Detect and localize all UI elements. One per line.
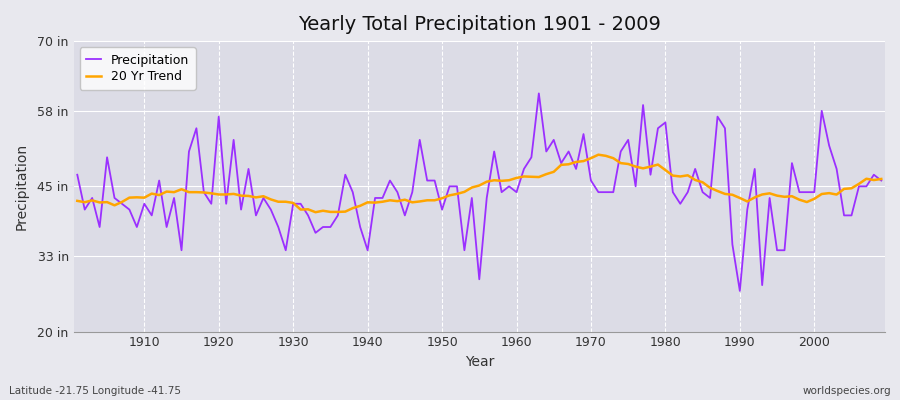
Legend: Precipitation, 20 Yr Trend: Precipitation, 20 Yr Trend [80,47,195,90]
Precipitation [511,190,522,194]
Precipitation [734,288,745,293]
Text: worldspecies.org: worldspecies.org [803,386,891,396]
Precipitation [534,91,544,96]
Y-axis label: Precipitation: Precipitation [15,143,29,230]
20 Yr Trend [295,207,306,212]
Precipitation [608,190,618,194]
Line: 20 Yr Trend: 20 Yr Trend [77,155,881,212]
20 Yr Trend [593,152,604,157]
X-axis label: Year: Year [464,355,494,369]
20 Yr Trend [72,198,83,203]
Precipitation [295,201,306,206]
Precipitation [131,225,142,230]
20 Yr Trend [616,161,626,166]
Text: Latitude -21.75 Longitude -41.75: Latitude -21.75 Longitude -41.75 [9,386,181,396]
Title: Yearly Total Precipitation 1901 - 2009: Yearly Total Precipitation 1901 - 2009 [298,15,661,34]
20 Yr Trend [131,195,142,200]
Precipitation [504,184,515,189]
20 Yr Trend [511,176,522,180]
20 Yr Trend [347,206,358,210]
Precipitation [876,178,886,183]
20 Yr Trend [518,174,529,179]
Line: Precipitation: Precipitation [77,93,881,291]
Precipitation [340,172,351,177]
20 Yr Trend [876,176,886,181]
20 Yr Trend [310,210,321,214]
Precipitation [72,172,83,177]
